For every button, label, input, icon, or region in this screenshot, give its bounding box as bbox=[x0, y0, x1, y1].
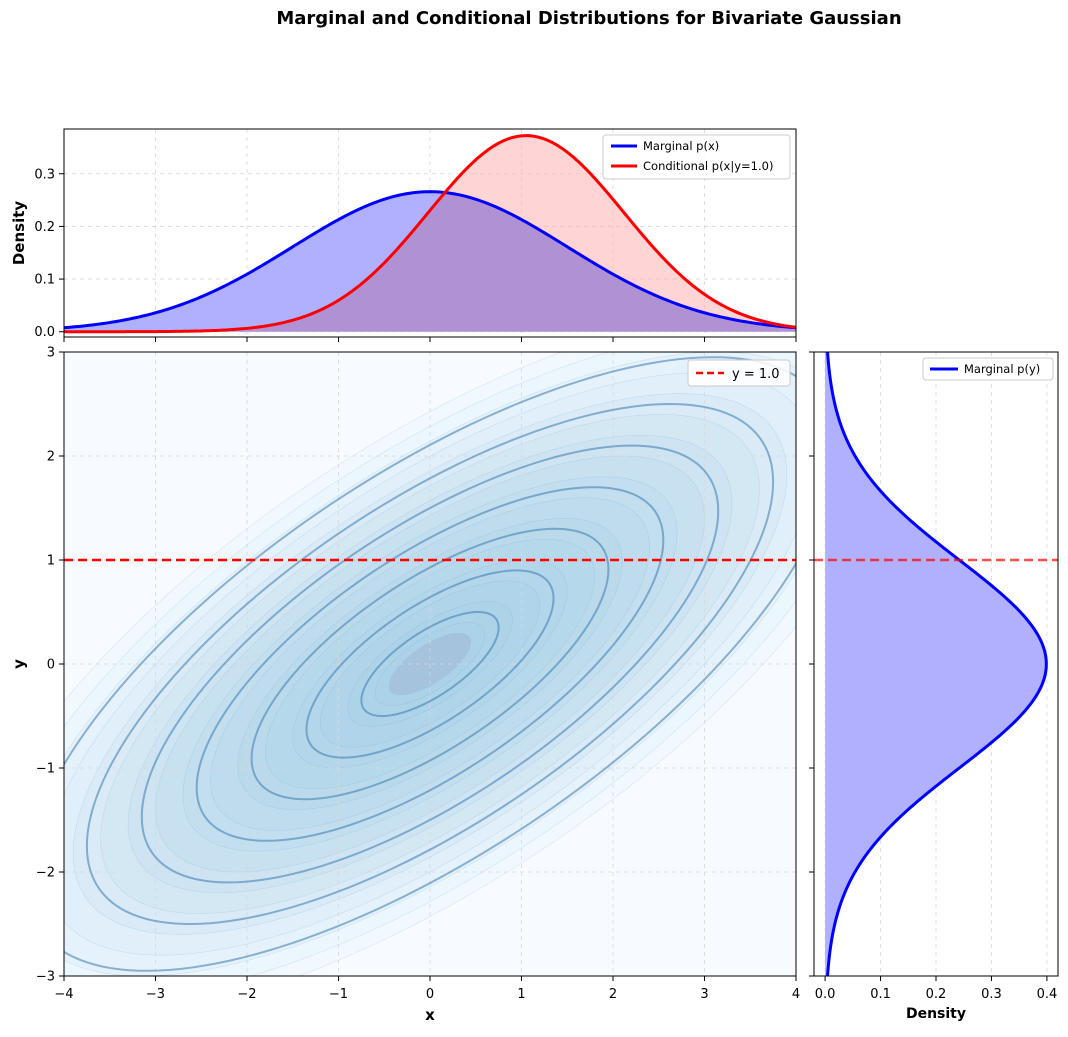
right-x-tick-label: 0.1 bbox=[870, 987, 891, 1002]
density-contour-line bbox=[195, 486, 665, 842]
top-panel-marginal-x: 0.0 0.1 0.2 0.3 Density Marginal p(x) Condi… bbox=[10, 128, 797, 342]
x-axis-label: x bbox=[425, 1006, 435, 1024]
legend-label-hline: y = 1.0 bbox=[732, 367, 780, 382]
y-tick-label: 0 bbox=[47, 658, 55, 673]
y-axis-label: y bbox=[10, 659, 28, 669]
density-contour-line bbox=[85, 403, 775, 925]
line-conditional-x bbox=[64, 134, 796, 334]
right-x-tick-label: 0.2 bbox=[926, 987, 947, 1002]
y-tick-label: −3 bbox=[36, 970, 55, 985]
x-tick-label: −1 bbox=[329, 987, 348, 1002]
top-y-axis-label: Density bbox=[10, 201, 28, 266]
y-tick-label: 1 bbox=[47, 554, 55, 569]
density-contour-line bbox=[305, 569, 555, 759]
y-tick-label: −2 bbox=[36, 866, 55, 881]
main-panel-joint-density: −4 −3 −2 −1 0 1 2 3 4 −3 −2 −1 0 1 2 3 x y y = 1.0 bbox=[10, 346, 800, 1025]
y-tick-label: 2 bbox=[47, 450, 55, 465]
density-contour-line bbox=[64, 356, 796, 972]
x-tick-label: 3 bbox=[700, 987, 708, 1002]
legend-label-marginal-x: Marginal p(x) bbox=[643, 139, 719, 153]
y-tick-label: −1 bbox=[36, 762, 55, 777]
area-conditional-x bbox=[64, 135, 796, 332]
area-marginal-y bbox=[825, 352, 1047, 976]
x-tick-label: 4 bbox=[792, 987, 800, 1002]
x-tick-label: 1 bbox=[517, 987, 525, 1002]
top-y-tick-label: 0.3 bbox=[34, 167, 55, 182]
y-tick-label: 3 bbox=[47, 346, 55, 361]
legend-label-conditional-x: Conditional p(x|y=1.0) bbox=[643, 159, 773, 173]
top-y-tick-label: 0.1 bbox=[34, 273, 55, 288]
top-legend: Marginal p(x) Conditional p(x|y=1.0) bbox=[602, 134, 791, 180]
x-tick-label: 0 bbox=[426, 987, 434, 1002]
top-y-tick-label: 0.2 bbox=[34, 220, 55, 235]
right-x-tick-label: 0.0 bbox=[815, 987, 836, 1002]
x-tick-label: −4 bbox=[54, 987, 73, 1002]
right-x-axis-label: Density bbox=[906, 1006, 966, 1022]
line-marginal-x bbox=[64, 190, 796, 330]
top-y-tick-label: 0.0 bbox=[34, 325, 55, 340]
x-tick-label: −3 bbox=[146, 987, 165, 1002]
density-contour-line bbox=[250, 527, 610, 801]
density-contour-line bbox=[140, 444, 720, 884]
figure-title: Marginal and Conditional Distributions f… bbox=[276, 8, 901, 29]
right-x-tick-label: 0.3 bbox=[981, 987, 1002, 1002]
right-legend: Marginal p(y) bbox=[922, 357, 1054, 381]
right-panel-marginal-y: 0.0 0.1 0.2 0.3 0.4 Density Marginal p(y) bbox=[809, 351, 1059, 1022]
x-tick-label: 2 bbox=[609, 987, 617, 1002]
density-contour-line bbox=[360, 610, 500, 718]
right-x-tick-label: 0.4 bbox=[1037, 987, 1058, 1002]
main-legend: y = 1.0 bbox=[687, 359, 791, 387]
x-tick-label: −2 bbox=[237, 987, 256, 1002]
line-marginal-y bbox=[826, 352, 1048, 976]
legend-label-marginal-y: Marginal p(y) bbox=[964, 362, 1040, 376]
